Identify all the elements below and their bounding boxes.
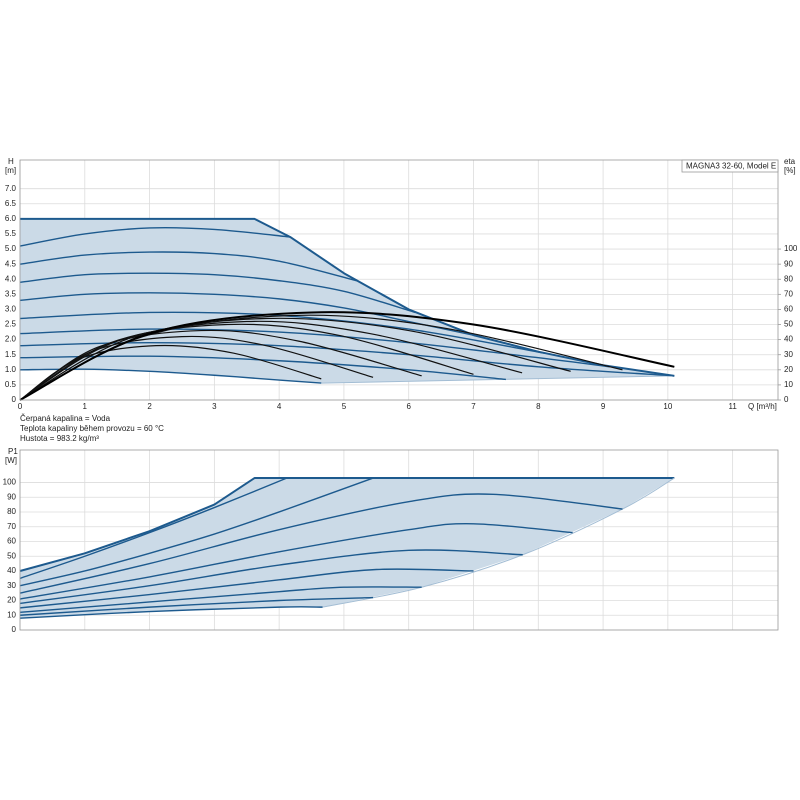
performance-curve: [19, 341, 675, 377]
y-tick-label: 100: [3, 478, 17, 487]
y-tick-label: 2.5: [5, 320, 17, 329]
y-tick-label: 0: [12, 395, 17, 404]
performance-curve: [19, 586, 422, 613]
performance-curve: [19, 226, 291, 247]
performance-curve: [19, 251, 358, 282]
performance-curve: [19, 328, 610, 368]
y-axis-unit: [W]: [5, 456, 17, 465]
efficiency-curve: [19, 323, 474, 401]
y-tick-label: 4.5: [5, 259, 17, 268]
y-tick-label: 10: [7, 610, 16, 619]
y2-axis-unit: [%]: [784, 166, 796, 175]
y-tick-label: 1.0: [5, 365, 17, 374]
legend-text: MAGNA3 32-60, Model E: [686, 162, 776, 171]
note: Teplota kapaliny během provozu = 60 °C: [20, 424, 164, 433]
x-tick-label: 0: [18, 402, 23, 411]
y2-tick-label: 40: [784, 335, 793, 344]
y-tick-label: 5.0: [5, 244, 17, 253]
y2-tick-label: 60: [784, 305, 793, 314]
note: Hustota = 983.2 kg/m³: [20, 434, 99, 443]
performance-curve: [19, 568, 474, 609]
x-tick-label: 9: [601, 402, 606, 411]
x-axis-label: Q [m³/h]: [748, 402, 777, 411]
x-tick-label: 6: [406, 402, 411, 411]
y2-tick-label: 70: [784, 289, 793, 298]
y-tick-label: 5.5: [5, 229, 17, 238]
y-axis-label: P1: [8, 447, 18, 456]
performance-curve: [322, 477, 675, 608]
y-tick-label: 50: [7, 551, 16, 560]
performance-curve: [19, 368, 322, 384]
x-tick-label: 1: [83, 402, 88, 411]
performance-curve: [19, 477, 288, 580]
x-tick-label: 2: [147, 402, 152, 411]
y-tick-label: 40: [7, 566, 16, 575]
y-tick-label: 80: [7, 507, 16, 516]
y-axis-unit: [m]: [5, 166, 16, 175]
performance-curve: [19, 355, 506, 381]
x-tick-label: 8: [536, 402, 541, 411]
y-tick-label: 20: [7, 596, 16, 605]
y-tick-label: 6.5: [5, 199, 17, 208]
performance-curve: [19, 272, 416, 314]
performance-curve: [19, 549, 523, 605]
y-tick-label: 3.0: [5, 305, 17, 314]
note: Čerpaná kapalina = Voda: [20, 414, 111, 423]
efficiency-curve: [19, 320, 523, 401]
performance-curve: [19, 477, 374, 587]
y-tick-label: 60: [7, 537, 16, 546]
performance-curve: [19, 606, 323, 619]
operating-area: [20, 218, 675, 384]
efficiency-curve: [19, 335, 374, 401]
y-tick-label: 70: [7, 522, 16, 531]
operating-area: [20, 478, 675, 619]
x-tick-label: 7: [471, 402, 476, 411]
x-tick-label: 4: [277, 402, 282, 411]
plot-frame: [19, 449, 779, 631]
y2-tick-label: 0: [784, 395, 789, 404]
y-tick-label: 6.0: [5, 214, 17, 223]
y2-tick-label: 90: [784, 259, 793, 268]
x-tick-label: 3: [212, 402, 217, 411]
y2-tick-label: 10: [784, 380, 793, 389]
y-tick-label: 30: [7, 581, 16, 590]
x-tick-label: 10: [663, 402, 672, 411]
y-tick-label: 0: [12, 625, 17, 634]
y2-tick-label: 20: [784, 365, 793, 374]
y-tick-label: 7.0: [5, 184, 17, 193]
y-tick-label: 1.5: [5, 350, 17, 359]
y2-tick-label: 50: [784, 320, 793, 329]
performance-curve: [19, 596, 374, 616]
chart: 0 10 20 30 40 50 60 70 80 90 100 P1[W]: [3, 447, 779, 634]
performance-curve: [19, 522, 573, 600]
y-tick-label: 4.0: [5, 274, 17, 283]
y2-tick-label: 30: [784, 350, 793, 359]
y-axis-label: H: [8, 157, 14, 166]
y-tick-label: 0.5: [5, 380, 17, 389]
performance-curve: [19, 477, 675, 572]
x-tick-label: 11: [728, 402, 737, 411]
y2-axis-label: eta: [784, 157, 796, 166]
chart: 0 1 2 3 4 5 6 7 8 9 10 11 0 0.5 1.0 1.5 2.0 2.5 3.0 3.5 4.0 4…: [5, 157, 798, 411]
efficiency-curve: [19, 329, 422, 401]
y-tick-label: 3.5: [5, 289, 17, 298]
performance-curve: [321, 375, 675, 384]
y-tick-label: 2.0: [5, 335, 17, 344]
x-tick-label: 5: [342, 402, 347, 411]
y2-tick-label: 80: [784, 274, 793, 283]
performance-curve: [19, 292, 481, 338]
legend-box: [681, 159, 779, 173]
efficiency-curve: [19, 317, 571, 401]
performance-curve: [20, 217, 675, 377]
efficiency-curve: [19, 311, 675, 401]
y2-tick-label: 100: [784, 244, 798, 253]
performance-curve: [19, 493, 623, 594]
y-tick-label: 90: [7, 492, 16, 501]
plot-frame: [19, 159, 779, 401]
